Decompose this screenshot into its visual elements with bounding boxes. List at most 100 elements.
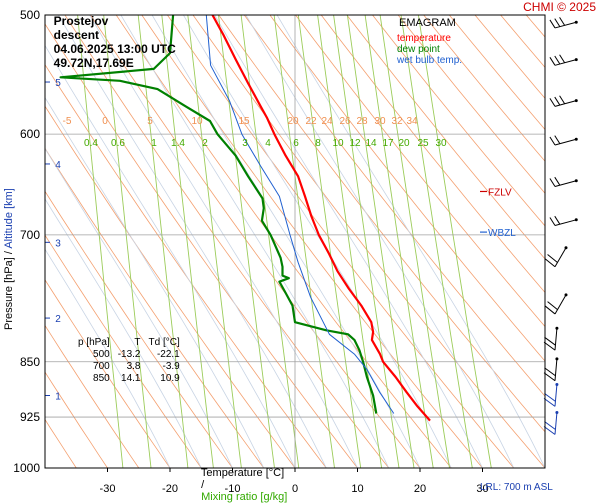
mixing-ratio-line [298, 15, 360, 468]
mixing-ratio-line [318, 15, 382, 468]
wind-barb [550, 55, 578, 66]
wind-barb-dot [555, 383, 558, 386]
wind-barb [544, 327, 558, 350]
table-cell: 700 [74, 361, 114, 373]
dry-adiabat [167, 15, 513, 468]
station-coords: 49.72N,17.69E [54, 56, 134, 70]
dry-adiabat [142, 15, 483, 468]
mixing-ratio-label: 1 [151, 138, 157, 149]
temp-tick-label: 10 [351, 483, 363, 495]
altitude-tick-label: 3 [55, 238, 61, 249]
temp-tick-label: -20 [162, 483, 178, 495]
legend-temperature: temperature [397, 33, 525, 44]
mixing-ratio-label: 4 [265, 138, 271, 149]
wind-barb-feather [560, 96, 565, 104]
wind-barb-feather [555, 56, 560, 64]
dry-adiabat [449, 15, 600, 468]
mixing-ratio-label: 0.4 [84, 138, 98, 149]
table-cell: 500 [74, 349, 114, 361]
temp-tick-label: 20 [414, 483, 426, 495]
dry-adiabat-label: 30 [374, 116, 386, 127]
dry-adiabat [373, 15, 600, 468]
wind-barb-shaft [555, 295, 566, 314]
x-axis-mix-label: Mixing ratio [g/kg] [201, 491, 287, 503]
dry-adiabat-label: 28 [356, 116, 368, 127]
dry-adiabat [501, 15, 600, 468]
mixing-ratio-line [219, 15, 275, 468]
wind-barb-feather [560, 17, 565, 25]
dry-adiabat-label: 22 [305, 116, 317, 127]
pressure-tick-label: 1000 [13, 461, 40, 475]
level-marker-label: FZLV [488, 187, 512, 198]
pressure-tick-label: 500 [20, 8, 40, 22]
wind-barb-feather [550, 217, 555, 225]
dry-adiabat [578, 15, 600, 468]
dry-adiabat [424, 15, 600, 468]
wind-barb-feather [545, 306, 555, 314]
wind-barb-feather [555, 136, 560, 144]
wind-barb [550, 17, 578, 28]
wind-barb [544, 383, 558, 406]
wind-barb-shaft [555, 248, 566, 267]
wind-barb-dot [565, 246, 568, 249]
x-axis-temp-label: Temperature [°C] [201, 467, 284, 479]
wind-barb-feather [548, 302, 558, 310]
wind-barb [545, 246, 567, 267]
wind-barb-feather [550, 57, 555, 65]
wind-barb-shaft [555, 220, 576, 226]
wind-barb [544, 411, 558, 434]
wind-barb [550, 136, 578, 145]
mixing-ratio-label: 20 [398, 138, 410, 149]
lrl-label: LRL: 700 m ASL [480, 482, 553, 493]
dry-adiabat-label: 5 [147, 116, 153, 127]
temp-tick-label: -30 [100, 483, 116, 495]
dry-adiabat-label: 24 [321, 116, 333, 127]
wind-barb-feather [548, 254, 558, 262]
wind-barb-shaft [555, 413, 557, 435]
wind-barb-feather [550, 98, 555, 106]
wind-barb-feather [560, 55, 565, 63]
table-cell: 10.9 [145, 373, 184, 385]
mixing-ratio-label: 10 [332, 138, 344, 149]
mixing-ratio-label: 1.4 [171, 138, 185, 149]
dry-adiabat [39, 15, 357, 468]
x-axis-title: Temperature [°C] / Mixing ratio [g/kg] [195, 455, 287, 503]
station-name: Prostejov [54, 14, 109, 28]
dry-adiabat [475, 15, 600, 468]
mixing-ratio-line [347, 15, 414, 468]
table-header-p: p [hPa] [74, 337, 114, 349]
dry-adiabat-label: 10 [191, 116, 203, 127]
legend: EMAGRAM temperature dew point wet bulb t… [395, 18, 525, 66]
temp-tick-label: 0 [292, 483, 298, 495]
y-axis-pressure-label: Pressure [hPa] [3, 254, 15, 330]
wind-barb-dot [555, 411, 558, 414]
dry-adiabat-label: -5 [63, 116, 72, 127]
mixing-ratio-label: 25 [417, 138, 429, 149]
dry-adiabat [0, 15, 295, 468]
altitude-tick-label: 1 [55, 392, 61, 403]
legend-title: EMAGRAM [399, 18, 525, 29]
wind-barb-dot [565, 293, 568, 296]
mixing-ratio-label: 0.6 [111, 138, 125, 149]
dry-adiabat [321, 15, 600, 468]
wind-barb-shaft [555, 60, 576, 66]
pressure-tick-label: 600 [20, 127, 40, 141]
table-row: 700 3.8 -3.9 [74, 361, 184, 373]
pressure-tick-label: 850 [20, 355, 40, 369]
mixing-ratio-line [274, 15, 334, 468]
wind-barb-shaft [555, 101, 576, 107]
dry-adiabat-label: 26 [339, 116, 351, 127]
summary-table: p [hPa] T Td [°C] 500 -13.2 -22.1 700 3.… [74, 337, 184, 385]
wind-barb-feather [545, 259, 555, 267]
legend-wet-bulb: wet bulb temp. [397, 55, 525, 66]
y-axis-altitude-label: Altitude [km] [3, 188, 15, 249]
wind-barb-dot [575, 21, 578, 24]
legend-dew-point: dew point [397, 44, 525, 55]
dry-adiabat-label: 0 [102, 116, 108, 127]
wind-barb [550, 96, 578, 107]
wind-barb-feather [550, 178, 555, 186]
wind-barb-feather [555, 19, 560, 27]
wind-barb-feather [555, 97, 560, 105]
dry-adiabat-label: 34 [406, 116, 418, 127]
